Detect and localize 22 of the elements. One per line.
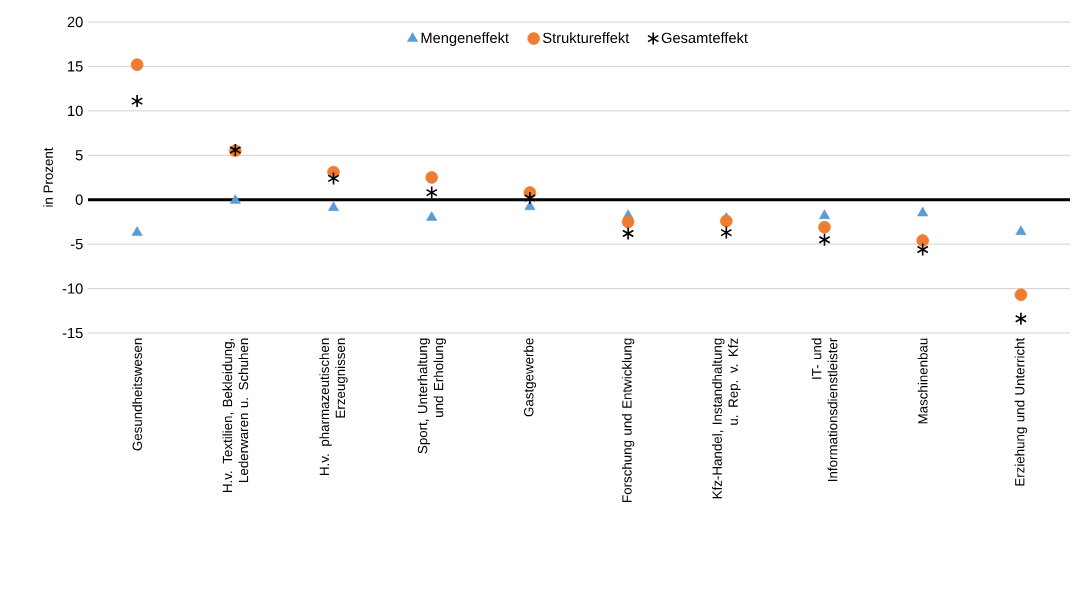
legend-label: Struktureffekt [543,32,630,44]
y-tick-label: 0 [75,194,83,205]
x-tick-label: Forschung und Entwicklung [621,338,635,502]
y-tick-label: 15 [68,61,83,72]
x-tick-label: Gesundheitswesen [132,338,142,451]
x-tick-label: H.v. pharmazeutischen Erzeugnissen [319,338,348,475]
y-tick-label: 10 [68,105,83,117]
y-tick-label: 20 [67,16,83,28]
x-tick-label: Erziehung und Unterricht [1014,337,1028,486]
y-tick-label: -15 [62,327,83,339]
x-tick-label: H.v. Textilien, Bekleidung, Lederwaren u. Schuhen [222,338,249,493]
x-tick-label: Sport, Unterhaltung und Erholung [417,338,446,454]
legend-label: Gesamteffekt [661,32,748,44]
x-tick-label: Kfz-Handel, Instandhaltung u. Rep. v. Kfz [712,338,741,499]
x-tick-label: Gastgewerbe [523,338,537,417]
x-tick-label: IT- und Informationsdienstleister [811,337,838,481]
y-tick-label: -5 [70,239,83,250]
y-tick-label: 5 [75,150,83,161]
y-tick-label: -10 [62,283,83,294]
y-axis-title: in Prozent [43,147,53,207]
x-tick-label: Maschinenbau [917,338,928,424]
legend-label: Mengeneffekt [421,32,509,46]
